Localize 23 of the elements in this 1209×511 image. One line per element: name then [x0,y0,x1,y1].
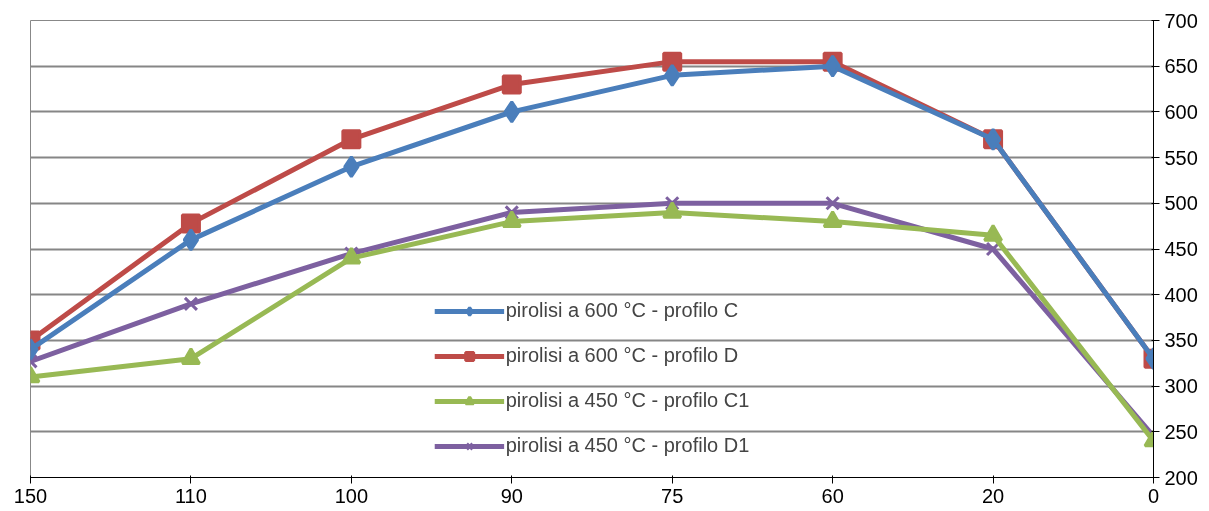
x-tick-label: 0 [1147,484,1160,507]
y-tick-label: 300 [1164,375,1198,398]
x-tick-label: 150 [13,484,48,507]
y-tick-label: 200 [1164,466,1198,489]
x-tick-label: 90 [500,484,523,507]
y-tick-label: 400 [1164,283,1198,306]
y-tick-label: 500 [1164,192,1198,215]
y-tick-label: 350 [1164,329,1198,352]
x-tick-label: 20 [981,484,1005,507]
x-tick-label: 75 [661,484,684,507]
y-tick-label: 250 [1164,420,1198,443]
legend-label: pirolisi a 450 °C - profilo D1 [505,434,750,457]
y-tick-label: 650 [1164,55,1198,78]
x-tick-label: 60 [821,484,844,507]
legend-label: pirolisi a 450 °C - profilo C1 [505,389,750,412]
legend-label: pirolisi a 600 °C - profilo C [505,299,739,322]
x-tick-label: 100 [334,484,369,507]
x-tick-label: 110 [174,484,207,507]
y-tick-label: 450 [1164,238,1198,260]
y-tick-label: 700 [1164,9,1198,32]
y-tick-label: 600 [1164,100,1198,123]
y-tick-label: 550 [1164,146,1198,169]
legend-label: pirolisi a 600 °C - profilo D [505,344,739,367]
